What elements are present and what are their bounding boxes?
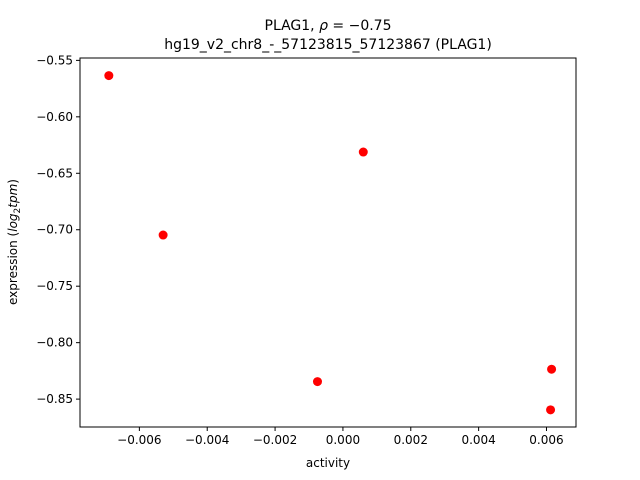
x-tick-label-4: 0.002 [394, 433, 428, 447]
axes-frame [79, 57, 577, 428]
x-axis-label: activity [306, 456, 350, 470]
data-point-0 [104, 71, 114, 81]
x-tick-label-6: 0.006 [529, 433, 563, 447]
chart-title-line1: PLAG1, ρ = −0.75 [265, 18, 392, 34]
data-point-1 [158, 230, 168, 240]
data-point-2 [358, 147, 368, 157]
y-tick-label-2: −0.65 [36, 166, 73, 180]
x-tick-label-3: 0.000 [326, 433, 360, 447]
x-tick-label-0: −0.006 [117, 433, 161, 447]
y-tick-label-1: −0.60 [36, 110, 73, 124]
y-tick-label-6: −0.85 [36, 392, 73, 406]
x-tick-label-5: 0.004 [461, 433, 495, 447]
data-point-3 [312, 377, 322, 387]
x-tick-label-1: −0.004 [185, 433, 229, 447]
y-axis-label: expression (log2tpm) [6, 179, 23, 305]
y-tick-label-5: −0.80 [36, 336, 73, 350]
y-tick-label-0: −0.55 [36, 53, 73, 67]
chart-title-line2: hg19_v2_chr8_-_57123815_57123867 (PLAG1) [164, 37, 492, 53]
y-tick-label-4: −0.75 [36, 279, 73, 293]
plot-area: −0.006 −0.004 −0.002 0.000 0.002 0.004 0.006 −0… [36, 53, 577, 447]
data-point-5 [546, 405, 556, 415]
y-tick-label-3: −0.70 [36, 223, 73, 237]
data-point-4 [547, 364, 557, 374]
x-tick-label-2: −0.002 [253, 433, 297, 447]
